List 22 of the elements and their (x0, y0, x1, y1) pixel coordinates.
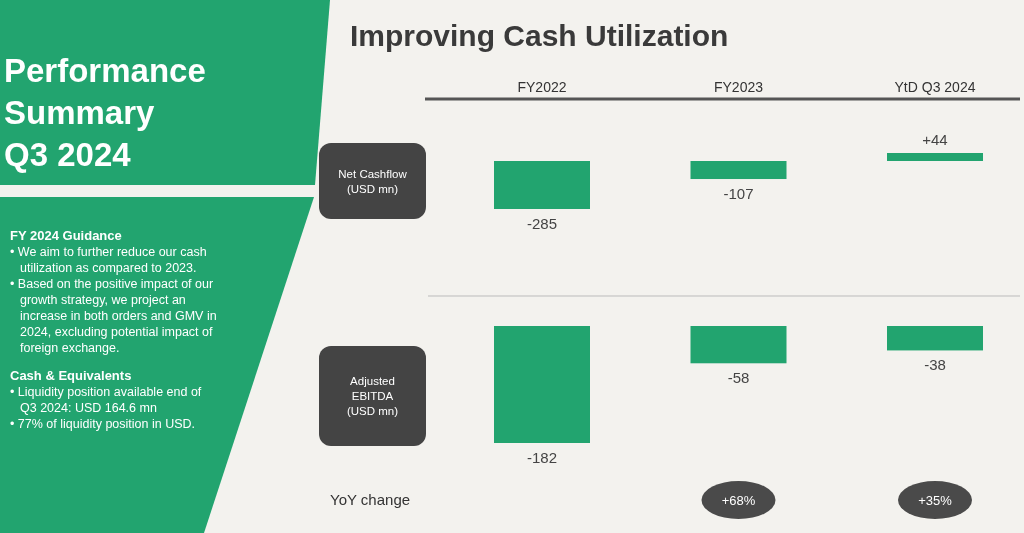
chart-title: Improving Cash Utilization (350, 19, 729, 52)
text: • Based on the positive impact of our growth strategy, we project an increase in both orders and GMV in 2024, excluding potential impact of foreign exchange. (10, 277, 217, 355)
text: +35% (918, 493, 953, 508)
text: Performance Summary Q3 2024 (4, 52, 206, 173)
y-axis-title: Net Cashflow (USD mn) (338, 167, 408, 195)
data-label: +44 (922, 131, 948, 148)
data-label: -182 (526, 449, 558, 466)
x-tick-label: YtD Q3 2024 (894, 79, 976, 95)
text: FY 2024 Guidance (10, 228, 122, 243)
data-label: -58 (727, 369, 750, 387)
text: • 77% of liquidity position in USD. (10, 417, 196, 431)
text: Cash & Equivalents (10, 368, 132, 383)
x-tick-label: FY2022 (517, 79, 567, 95)
data-label: -38 (924, 356, 946, 374)
text: • We aim to further reduce our cash utilization as compared to 2023. (10, 245, 207, 275)
text: +68% (721, 493, 756, 508)
x-tick-label: FY2023 (713, 79, 764, 95)
data-label: -107 (723, 185, 754, 203)
text: • Liquidity position available end of Q3 2024: USD 164.6 mn (10, 385, 202, 415)
y-axis-title: Adjusted EBITDA (USD mn) (346, 375, 399, 417)
text: YoY change (330, 491, 411, 508)
data-label: -285 (526, 215, 558, 232)
